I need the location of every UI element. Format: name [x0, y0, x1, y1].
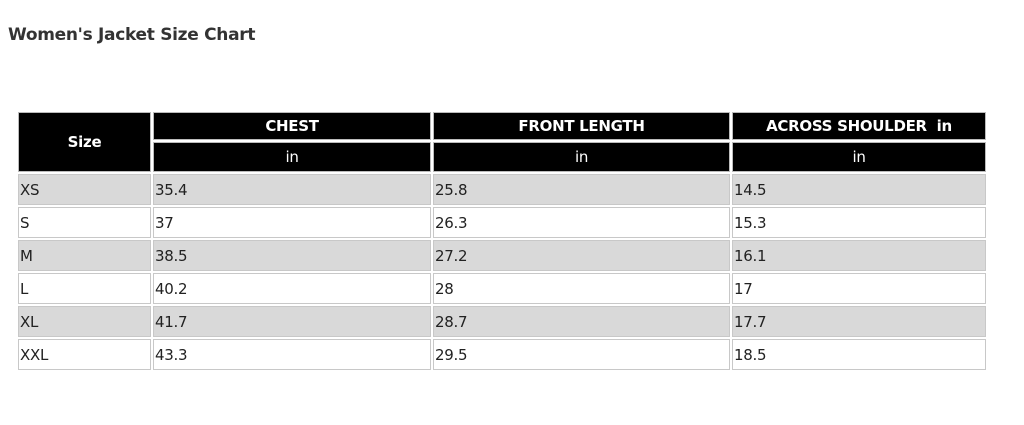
across-shoulder-cell: 15.3 [732, 207, 986, 238]
front-length-cell: 28.7 [433, 306, 730, 337]
across-shoulder-unit: in [732, 142, 986, 172]
table-row: M 38.5 27.2 16.1 [18, 240, 986, 271]
front-length-cell: 29.5 [433, 339, 730, 370]
size-cell: M [18, 240, 151, 271]
chest-cell: 37 [153, 207, 431, 238]
across-shoulder-cell: 17 [732, 273, 986, 304]
front-length-cell: 28 [433, 273, 730, 304]
size-chart-table: Size CHEST FRONT LENGTH ACROSS SHOULDER … [16, 110, 988, 372]
chest-cell: 41.7 [153, 306, 431, 337]
front-length-cell: 25.8 [433, 174, 730, 205]
size-cell: L [18, 273, 151, 304]
size-cell: XS [18, 174, 151, 205]
table-row: XXL 43.3 29.5 18.5 [18, 339, 986, 370]
chest-cell: 38.5 [153, 240, 431, 271]
front-length-cell: 26.3 [433, 207, 730, 238]
across-shoulder-cell: 16.1 [732, 240, 986, 271]
across-shoulder-cell: 18.5 [732, 339, 986, 370]
across-shoulder-header: ACROSS SHOULDER in [732, 112, 986, 140]
size-cell: XL [18, 306, 151, 337]
front-length-unit: in [433, 142, 730, 172]
table-row: XS 35.4 25.8 14.5 [18, 174, 986, 205]
front-length-cell: 27.2 [433, 240, 730, 271]
chest-cell: 43.3 [153, 339, 431, 370]
page-title: Women's Jacket Size Chart [8, 25, 256, 45]
table-row: L 40.2 28 17 [18, 273, 986, 304]
across-shoulder-cell: 17.7 [732, 306, 986, 337]
size-header: Size [18, 112, 151, 172]
size-cell: XXL [18, 339, 151, 370]
front-length-header: FRONT LENGTH [433, 112, 730, 140]
chest-cell: 35.4 [153, 174, 431, 205]
chest-header: CHEST [153, 112, 431, 140]
table-row: XL 41.7 28.7 17.7 [18, 306, 986, 337]
chest-unit: in [153, 142, 431, 172]
table-row: S 37 26.3 15.3 [18, 207, 986, 238]
chest-cell: 40.2 [153, 273, 431, 304]
size-cell: S [18, 207, 151, 238]
across-shoulder-cell: 14.5 [732, 174, 986, 205]
